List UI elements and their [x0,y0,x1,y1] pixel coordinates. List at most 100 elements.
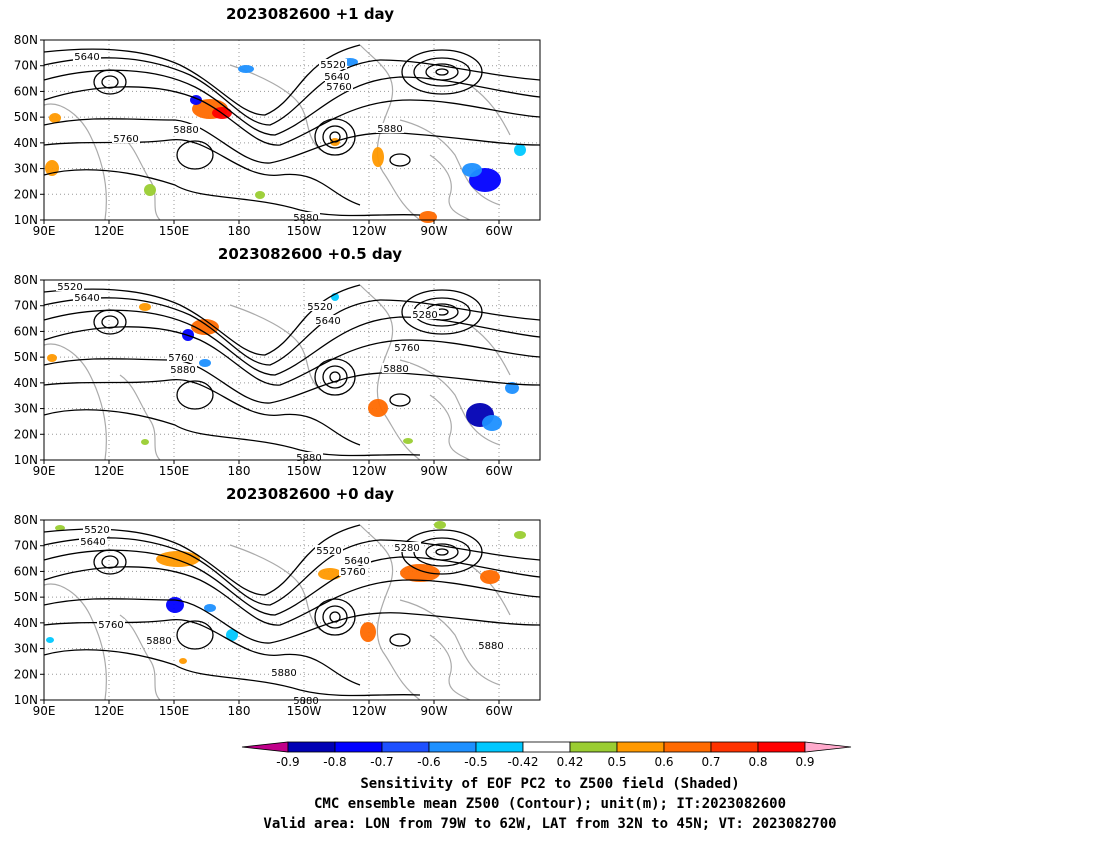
footer-line-1: Sensitivity of EOF PC2 to Z500 field (Sh… [360,776,740,792]
lat-tick-label: 60N [14,324,38,338]
sensitivity-shade [141,439,149,445]
lat-tick-label: 10N [14,213,38,227]
coastline [43,583,107,701]
contour-label: 5520 [307,302,332,313]
sensitivity-shade [55,525,65,531]
coastline [399,119,501,206]
contour-label: 5880 [146,636,171,647]
contour-label: 5880 [377,124,402,135]
lon-tick-label: 90E [33,464,56,478]
sensitivity-shade [372,147,384,167]
lat-tick-label: 80N [14,273,38,287]
colorbar-tick-label: -0.9 [276,755,299,769]
lon-tick-label: 90W [420,224,447,238]
contour-line [43,649,421,697]
coastline [229,544,321,631]
sensitivity-shade [434,521,446,529]
sensitivity-shade [360,622,376,642]
coastline [359,44,421,221]
sensitivity-shade [462,163,482,177]
sensitivity-shade [255,191,265,199]
colorbar-tick-label: 0.9 [795,755,814,769]
contour-label: 5880 [296,453,321,464]
contour-label-bg [477,640,505,650]
contour-line [43,284,361,356]
sensitivity-shade [514,531,526,539]
lat-tick-label: 70N [14,59,38,73]
colorbar-bin [663,741,712,753]
contour-label: 5760 [394,343,419,354]
panel-title: 2023082600 +0.5 day [217,245,403,263]
lat-tick-label: 30N [14,642,38,656]
contour-ring [314,598,356,636]
lon-tick-label: 120E [94,464,125,478]
map-panel-3: 2023082600 +0 day 5520 5640 5520 5280 5640 57… [0,485,560,725]
lon-tick-label: 150W [287,224,322,238]
colorbar: -0.9 -0.8 -0.7 -0.6 -0.5 -0.42 0.42 0.5 0.6 0.7 0.… [241,741,852,769]
lon-tick-label: 90E [33,704,56,718]
contour-line [43,169,421,217]
contour-label: 5640 [344,556,369,567]
lon-tick-label: 60W [485,704,512,718]
colorbar-bin [428,741,477,753]
colorbar-tick-label: -0.8 [323,755,346,769]
contour-ring [93,69,127,95]
colorbar-bin [616,741,665,753]
lat-tick-label: 20N [14,667,38,681]
contour-label-bg [339,566,367,576]
contour-label-bg [270,667,298,677]
contour-ring [401,289,483,335]
lon-tick-label: 180 [228,224,251,238]
contour-label-bg [393,342,421,352]
lat-tick-label: 50N [14,350,38,364]
contour-label-bg [325,81,353,91]
contour-label-bg [382,363,410,373]
contour-ring [176,380,214,410]
contour-ring [101,555,119,569]
contour-ring [314,358,356,396]
contour-ring [101,75,119,89]
contour-ring [435,548,449,556]
colorbar-bin [334,741,383,753]
contour-label: 5640 [315,316,340,327]
contour-label: 5880 [293,696,318,707]
coastline [399,599,501,686]
sensitivity-shade [480,570,500,584]
contour-label: 5880 [271,668,296,679]
contour-ring [389,393,411,407]
map-panel-2: 2023082600 +0.5 day 5520 5640 5520 5640 5280… [0,245,560,485]
contour-label: 5880 [170,365,195,376]
sensitivity-shade [238,65,254,73]
coastline [469,324,511,376]
coastline [469,84,511,136]
coastline [469,564,511,616]
contour-label: 5880 [293,213,318,224]
plot-frame [43,279,541,461]
contour-line [43,57,541,126]
contour-label-bg [97,619,125,629]
colorbar-bin [475,741,524,753]
lat-tick-label: 20N [14,427,38,441]
lon-tick-label: 120W [352,224,387,238]
lon-tick-label: 150W [287,464,322,478]
lat-tick-label: 20N [14,187,38,201]
contour-ring [322,365,348,389]
contour-ring [322,125,348,149]
contour-label-bg [343,555,371,565]
coastline [229,64,321,151]
contour-label: 5880 [383,364,408,375]
colorbar-max-arrow [804,741,852,753]
sensitivity-shade [318,568,342,580]
coastline [119,614,161,701]
coastline [359,284,421,461]
lon-tick-label: 150E [159,224,190,238]
lat-tick-label: 70N [14,299,38,313]
lat-tick-label: 50N [14,110,38,124]
panel-title: 2023082600 +0 day [226,485,394,503]
colorbar-bin [287,741,336,753]
contour-label-bg [306,301,334,311]
colorbar-bin [522,741,571,753]
lat-tick-label: 70N [14,539,38,553]
colorbar-bin [710,741,759,753]
